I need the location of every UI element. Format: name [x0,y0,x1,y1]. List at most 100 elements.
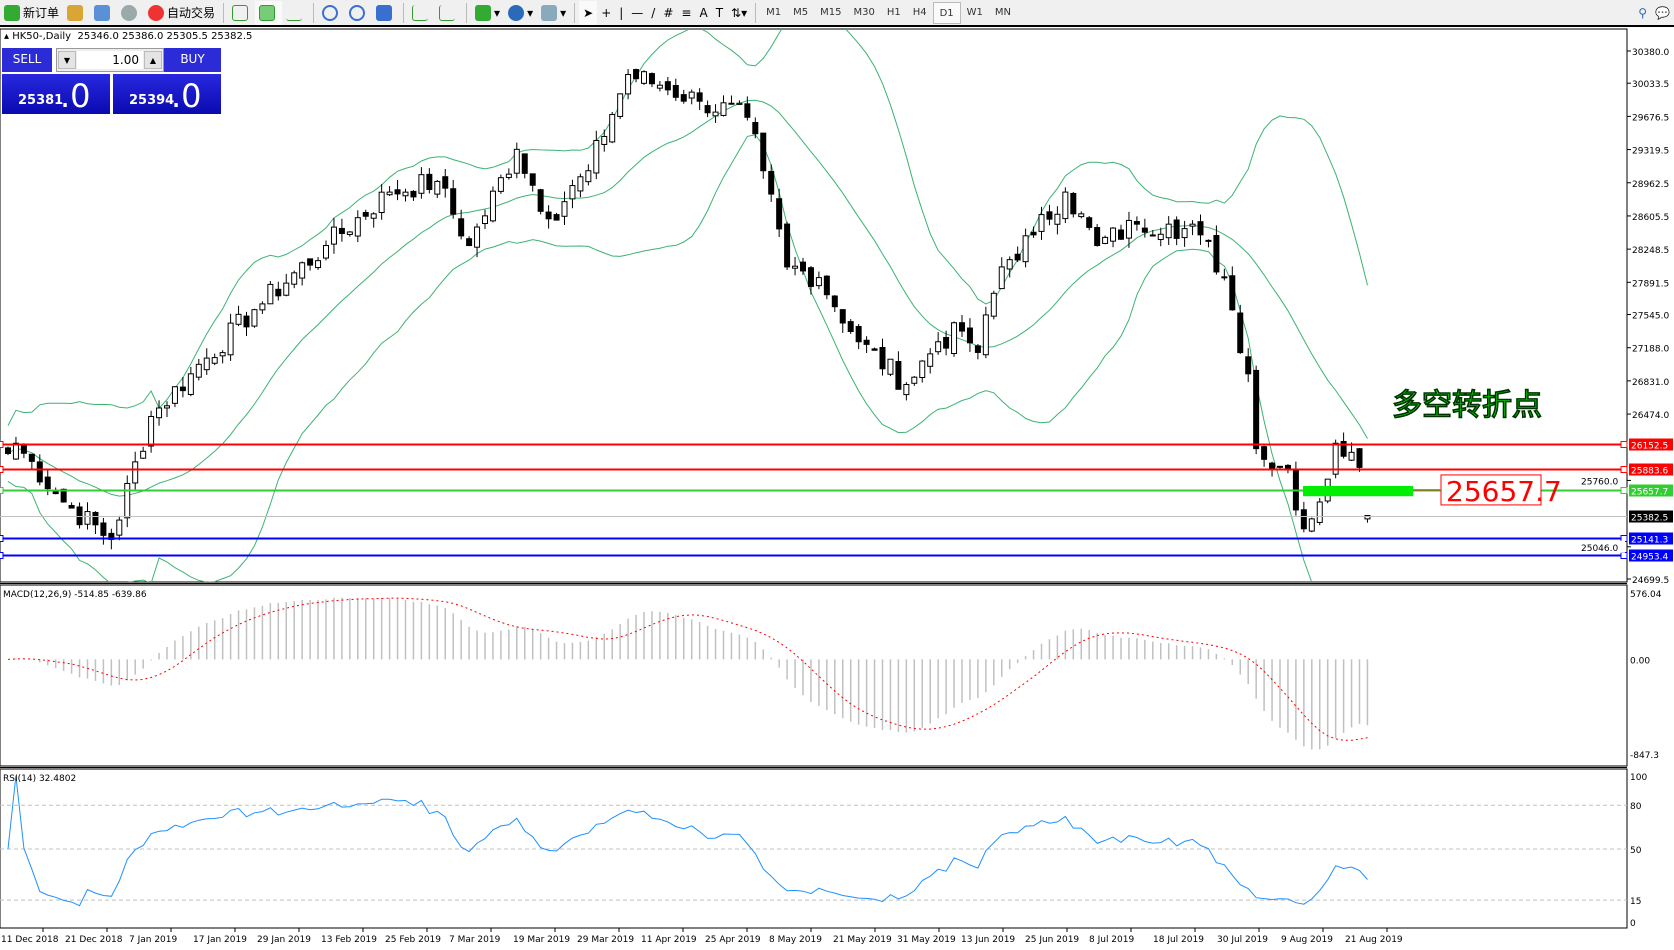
candle [195,358,202,381]
candle [227,313,234,361]
candle [1086,216,1093,231]
candle [537,188,544,215]
candle [879,338,886,376]
new-order-button[interactable]: 新订单 [0,1,63,25]
line-chart-button[interactable] [282,1,309,25]
x-tick-label: 21 Aug 2019 [1345,935,1403,945]
chart-shift-button[interactable] [435,1,462,25]
terminal-button[interactable] [90,1,117,25]
bull-candle-body [259,303,266,311]
candle [466,236,473,247]
rsi-title: RSI(14) 32.4802 [3,774,76,784]
clock-icon [508,4,525,21]
text-button[interactable]: A [699,5,708,20]
bear-candle-body [5,447,11,454]
bear-candle-body [243,315,250,328]
timeframe-d1[interactable]: D1 [932,1,961,24]
timeframe-w1[interactable]: W1 [966,6,983,18]
candle [267,281,274,305]
text-label-button[interactable]: T [715,5,724,20]
arrows-button[interactable]: ⇅▾ [731,5,748,20]
x-tick-label: 30 Jul 2019 [1217,935,1268,945]
tile-windows-button[interactable] [372,1,399,25]
bear-candle-body [1118,229,1124,240]
timeframe-mn[interactable]: MN [994,6,1012,18]
lot-increase-button[interactable]: ▲ [144,51,162,69]
separator [755,2,757,23]
timeframe-m1[interactable]: M1 [766,6,782,18]
bear-candle-body [1340,440,1347,457]
signals-button[interactable] [117,1,144,25]
candle [458,209,465,240]
timeframe-m30[interactable]: M30 [853,6,875,18]
vertical-line-button[interactable]: | [619,5,624,20]
candle [1229,266,1236,311]
buy-price-main: 25394 [129,93,175,108]
buy-button[interactable]: BUY [164,48,221,72]
bear-candle-body [442,176,449,189]
autoscroll-button[interactable] [408,1,435,25]
bull-candle-body [474,226,481,248]
cursor-button[interactable]: ➤ [579,0,598,25]
y-tick-label: 27545.0 [1632,312,1669,322]
sell-price-frac: .0 [60,77,91,115]
rsi-y-label: 15 [1630,897,1641,907]
candle [847,319,854,334]
candle [164,401,170,417]
bull-candle-body [323,245,329,259]
bull-candle-body [935,341,942,353]
candle [1006,256,1013,278]
lot-input[interactable]: 1.00 [77,51,143,69]
zoom-in-button[interactable] [318,1,345,25]
x-tick-label: 11 Apr 2019 [641,935,697,945]
candle [815,271,822,290]
bear-candle-body [648,73,655,85]
chat-button[interactable]: 💬 [1651,1,1674,25]
timeframe-h4[interactable]: H4 [912,6,927,18]
bar-chart-button[interactable] [228,1,255,25]
bull-candle-body [171,386,178,404]
buy-price[interactable]: 25394.0 [113,74,221,114]
zoom-out-button[interactable] [345,1,372,25]
lot-decrease-button[interactable]: ▼ [58,51,76,69]
bull-candle-body [251,309,258,327]
timeframe-m15[interactable]: M15 [820,6,842,18]
y-tick-label: 27188.0 [1632,345,1669,355]
bear-candle-body [36,461,43,483]
bear-candle-body [1046,211,1053,220]
navigator-button[interactable] [63,1,90,25]
bear-candle-body [1070,192,1077,215]
auto-trading-label: 自动交易 [167,6,216,20]
timeframe-m5[interactable]: M5 [793,6,809,18]
crosshair-button[interactable]: + [601,5,612,20]
candle [1118,224,1124,241]
bull-candle-body [434,180,441,195]
timeframe-h1[interactable]: H1 [886,6,901,18]
candle [1205,239,1212,248]
periods-button[interactable]: ▾ [504,1,537,25]
search-button[interactable]: ⚲ [1634,1,1651,25]
indicators-button[interactable]: ▾ [471,1,504,25]
candlestick-button[interactable] [255,0,283,25]
fibonacci-button[interactable]: ≡ [681,5,692,20]
candle [927,348,934,374]
x-tick-label: 31 May 2019 [897,935,956,945]
chart-symbol: HK50-,Daily [12,31,72,42]
candle [156,400,163,426]
sell-price[interactable]: 25381.0 [2,74,110,114]
auto-trading-button[interactable]: 自动交易 [144,1,219,25]
candle [648,72,655,88]
candle [656,80,663,92]
bear-candle-body [338,227,345,234]
bear-candle-body [1030,231,1037,236]
lot-stepper[interactable]: ▼ 1.00 ▲ [56,48,164,72]
sell-button[interactable]: SELL [2,48,52,72]
candle [935,332,942,355]
bull-candle-body [1102,236,1109,244]
horizontal-line-button[interactable]: — [631,5,644,20]
channel-button[interactable]: # [663,5,674,20]
templates-button[interactable]: ▾ [537,1,570,25]
trendline-button[interactable]: / [651,5,656,20]
candle [1141,218,1148,238]
